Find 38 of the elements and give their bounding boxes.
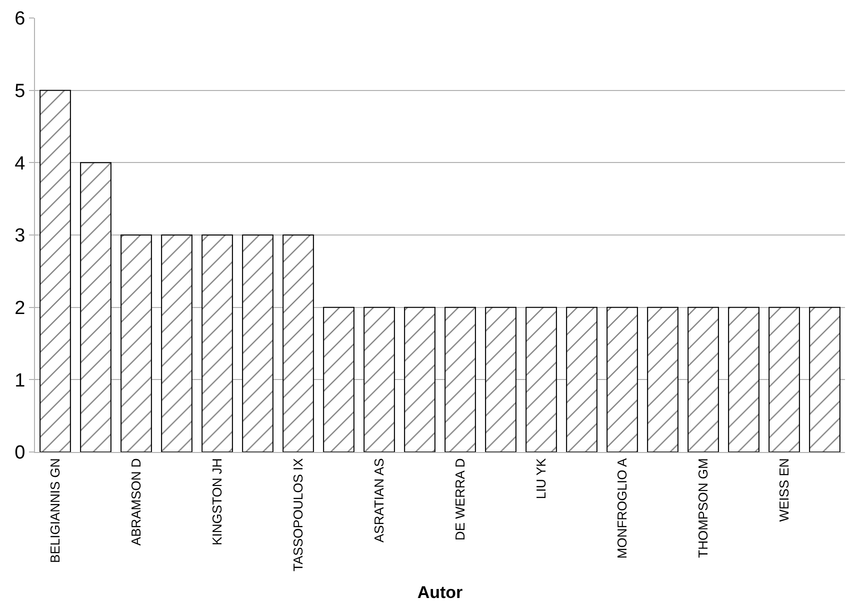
x-tick-label: ABRAMSON D [128,458,144,546]
bar [485,306,516,452]
bar [526,306,557,452]
y-tick-label: 5 [14,80,26,102]
y-tick-label: 1 [14,370,26,392]
x-axis-title: Autor [417,582,464,602]
bar [40,90,71,452]
y-tick-label: 2 [14,298,26,319]
x-tick-label: WEISS EN [776,458,792,522]
bar [202,234,233,452]
bar [647,306,678,452]
x-tick-label: BELIGIANNIS GN [47,458,62,563]
y-tick-label: 6 [14,8,26,30]
bar [444,306,476,452]
bar [364,306,395,452]
bar [282,234,314,452]
x-tick-label: MONFROGLIO A [614,458,630,559]
x-tick-label: KINGSTON JH [209,458,224,546]
x-tick-label: ASRATIAN AS [371,458,386,542]
bar [728,306,760,452]
bar [688,306,719,452]
bar [606,306,638,452]
bar [768,306,800,452]
bar [120,234,152,452]
bar [566,306,598,452]
x-tick-label: THOMPSON GM [695,458,710,558]
bar [809,306,840,452]
bar [404,306,436,452]
x-tick-label: LIU YK [533,458,548,500]
y-tick-label: 4 [14,153,26,174]
bar [80,162,112,452]
y-tick-label: 0 [14,442,26,464]
bar [161,234,192,452]
y-tick-label: 3 [14,226,26,247]
x-tick-label: TASSOPOULOS IX [290,458,306,572]
x-tick-label: DE WERRA D [452,458,468,541]
bar [323,306,354,452]
bar [242,234,274,452]
